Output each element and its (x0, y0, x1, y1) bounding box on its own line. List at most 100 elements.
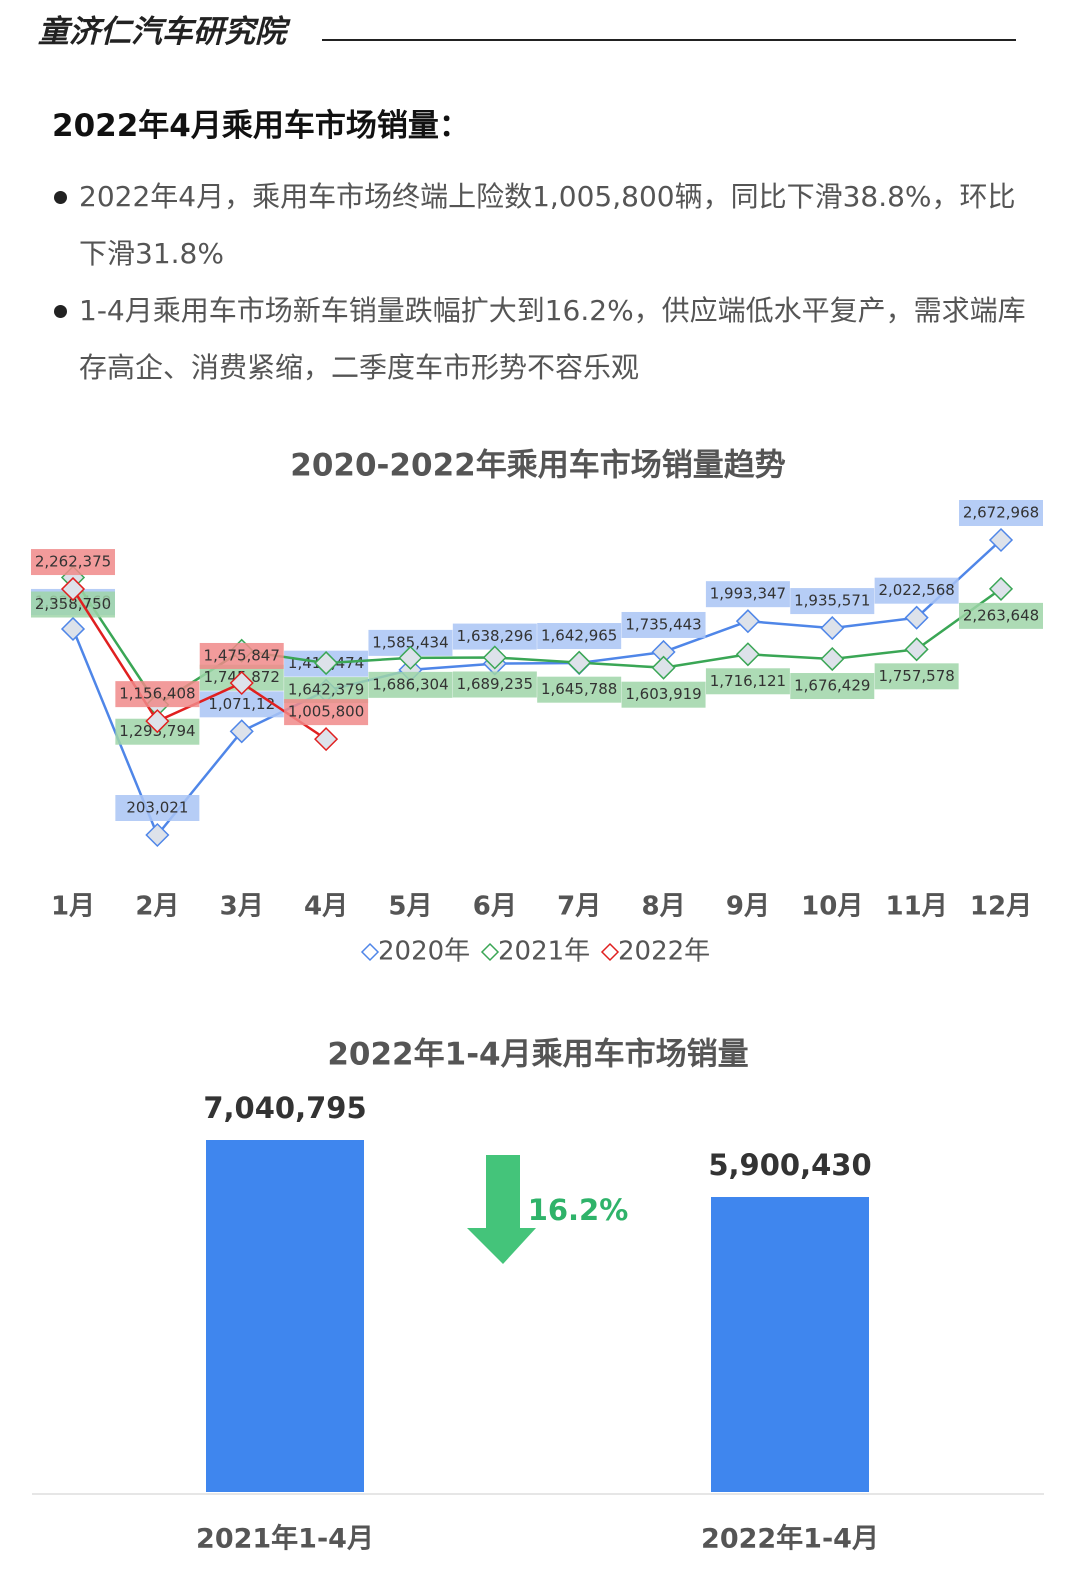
x-tick-label: 3月 (220, 892, 264, 922)
label-bg (284, 699, 369, 726)
x-tick-label: 12月 (970, 892, 1032, 922)
x-tick-label: 2月 (135, 892, 179, 922)
x-tick-label: 9月 (726, 892, 770, 922)
label-bg (115, 795, 200, 821)
data-label: 1,716,121 (710, 672, 786, 690)
data-label: 5,900,430 (708, 1148, 871, 1182)
data-label: 1,645,788 (541, 680, 617, 698)
legend-label: 2021年 (498, 937, 590, 967)
x-tick-label: 11月 (886, 892, 948, 922)
chart-title: 2022年1-4月乘用车市场销量 (327, 1037, 748, 1073)
label-bg (790, 673, 875, 700)
legend-marker (480, 942, 500, 962)
point-marker (314, 727, 339, 752)
point-marker (145, 822, 170, 848)
point-marker (904, 637, 929, 662)
label-bg (284, 677, 369, 704)
point-marker (904, 605, 929, 630)
data-label: 1,676,429 (794, 677, 870, 695)
point-marker (229, 670, 254, 696)
label-bg (31, 549, 115, 576)
data-label: 2,022,568 (878, 581, 954, 599)
point-marker (735, 609, 760, 634)
brand: 童济仁汽车研究院 (38, 14, 286, 50)
legend-label: 2020年 (378, 937, 470, 967)
data-label: 1,642,379 (288, 681, 364, 699)
data-label: 1,603,919 (625, 685, 701, 703)
label-bg (452, 623, 537, 650)
legend-label: 2022年 (618, 937, 710, 967)
x-tick-label: 6月 (473, 892, 517, 922)
label-bg (537, 676, 622, 703)
x-tick-label: 8月 (641, 892, 685, 922)
x-tick-label: 4月 (304, 892, 348, 922)
label-bg (959, 500, 1043, 526)
data-label: 203,021 (126, 799, 188, 817)
x-tick-label: 10月 (801, 892, 863, 922)
data-label: 2,263,648 (963, 606, 1039, 624)
label-bg (537, 623, 622, 650)
point-marker (735, 642, 760, 667)
data-label: 1,686,304 (372, 675, 448, 693)
point-marker (651, 655, 676, 680)
data-label: 1,689,235 (457, 675, 533, 693)
annotation: 16.2% (528, 1193, 629, 1227)
bullet: 2022年4月，乘用车市场终端上险数1,005,800辆，同比下滑38.8%，环… (52, 168, 1032, 282)
point-marker (820, 646, 845, 672)
point-marker (482, 645, 507, 670)
point-marker (229, 719, 254, 744)
chart-title: 2020-2022年乘用车市场销量趋势 (290, 448, 785, 484)
bullet-list: 2022年4月，乘用车市场终端上险数1,005,800辆，同比下滑38.8%，环… (52, 168, 1032, 396)
label-bg (368, 671, 453, 698)
label-bg (874, 577, 959, 604)
data-label: 1,642,965 (541, 627, 617, 645)
point-marker (60, 616, 86, 642)
bar (206, 1140, 364, 1492)
x-tick-label: 2022年1-4月 (701, 1523, 879, 1555)
down-arrow (467, 1155, 536, 1264)
x-tick-label: 5月 (388, 892, 432, 922)
data-label: 1,071,12 (208, 695, 275, 713)
data-label: 2,262,375 (35, 553, 111, 571)
x-tick-label: 2021年1-4月 (196, 1523, 374, 1555)
data-label: 1,638,296 (457, 627, 533, 645)
bar (711, 1197, 869, 1492)
legend-marker (360, 942, 380, 962)
label-bg (115, 681, 200, 708)
label-bg (452, 671, 537, 698)
header-rule (322, 39, 1016, 41)
legend-marker (600, 942, 620, 962)
data-label: 1,935,571 (794, 592, 870, 610)
x-tick-label: 7月 (557, 892, 601, 922)
point-marker (988, 527, 1014, 553)
series-line (71, 539, 1002, 838)
data-label: 1,005,800 (288, 703, 364, 721)
data-label: 1,156,408 (119, 685, 195, 703)
label-bg (705, 581, 790, 608)
label-bg (705, 668, 790, 695)
series-line (71, 588, 327, 741)
data-label: 7,040,795 (203, 1091, 366, 1125)
bullet: 1-4月乘用车市场新车销量跌幅扩大到16.2%，供应端低水平复产，需求端库存高企… (52, 282, 1032, 396)
label-bg (874, 663, 959, 690)
data-label: 1,735,443 (625, 615, 701, 633)
point-marker (820, 616, 845, 641)
point-marker (60, 576, 86, 602)
point-marker (145, 709, 170, 734)
label-bg (790, 588, 875, 615)
label-bg (621, 611, 706, 638)
data-label: 1,585,434 (372, 633, 448, 651)
data-label: 1,993,347 (710, 585, 786, 603)
point-marker (988, 576, 1014, 601)
point-marker (398, 645, 423, 670)
data-label: 1,475,847 (204, 646, 280, 664)
point-marker (314, 651, 339, 676)
point-marker (567, 650, 592, 675)
x-tick-label: 1月 (51, 892, 95, 922)
data-label: 1,757,578 (878, 667, 954, 685)
label-bg (621, 681, 706, 708)
label-bg (959, 602, 1043, 629)
data-label: 2,358,750 (35, 595, 111, 613)
